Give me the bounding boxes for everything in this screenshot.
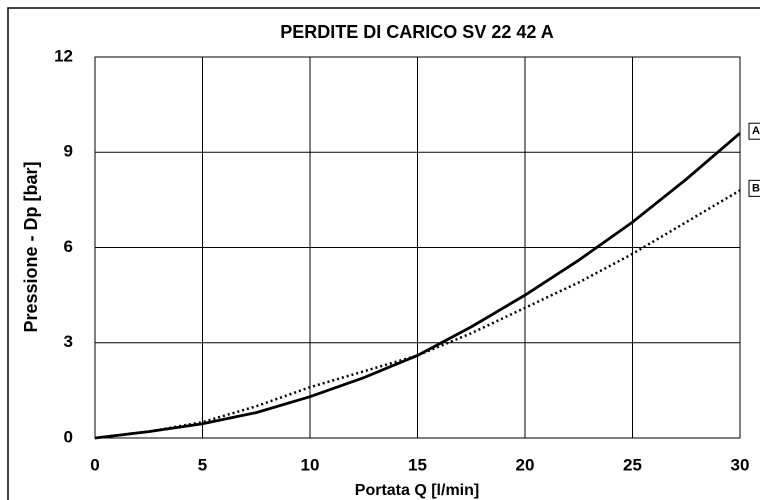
chart-title: PERDITE DI CARICO SV 22 42 A	[280, 22, 553, 42]
x-tick-label: 5	[198, 455, 207, 474]
x-tick-label: 10	[301, 455, 320, 474]
x-axis-label: Portata Q [l/min]	[355, 482, 479, 499]
y-axis-label: Pressione - Dp [bar]	[21, 161, 41, 332]
series-label-box	[748, 179, 760, 197]
series-label: B	[752, 182, 760, 194]
series-line	[94, 189, 741, 440]
y-tick-label: 9	[64, 142, 73, 161]
x-tick-label: 30	[731, 455, 750, 474]
y-tick-label: 3	[64, 332, 73, 351]
y-tick-label: 6	[64, 237, 73, 256]
x-tick-label: 0	[90, 455, 99, 474]
chart-border	[7, 7, 760, 500]
y-tick-label: 12	[54, 46, 73, 65]
series-label: A	[752, 125, 760, 137]
x-tick-label: 20	[516, 455, 535, 474]
y-tick-label: 0	[64, 427, 73, 446]
x-tick-label: 15	[408, 455, 427, 474]
x-tick-label: 25	[623, 455, 642, 474]
series-line	[94, 132, 741, 440]
series-label-box	[748, 122, 760, 140]
